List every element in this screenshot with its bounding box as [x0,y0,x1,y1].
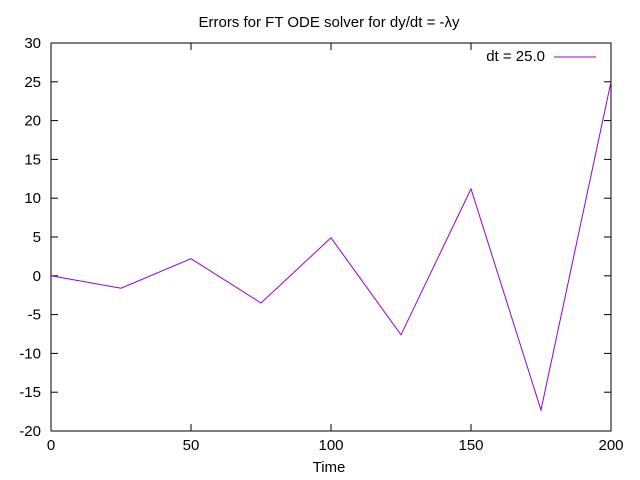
plot-frame [50,42,612,432]
y-tick-label: 10 [24,190,41,207]
series-line-0 [50,81,612,412]
x-axis-label: Time [313,459,346,476]
y-tick-label: 20 [24,113,41,130]
legend: dt = 25.0 [486,48,596,65]
y-tick-label: 30 [24,35,41,52]
x-tick-label: 200 [598,437,623,454]
series-layer [50,81,612,412]
chart-title: Errors for FT ODE solver for dy/dt = -λy [198,14,460,31]
x-tick-label: 150 [458,437,483,454]
y-tick-label: 25 [24,74,41,91]
x-tick-label: 0 [47,437,55,454]
y-tick-label: 0 [33,268,41,285]
legend-label-0: dt = 25.0 [486,48,545,65]
y-tick-label: -15 [19,384,41,401]
x-tick-label: 50 [183,437,200,454]
y-tick-label: 5 [33,229,41,246]
y-tick-label: -10 [19,345,41,362]
y-axis-ticks: -20 -15 -10 -5 0 5 10 15 20 25 30 [19,35,611,440]
y-tick-label: -20 [19,423,41,440]
x-tick-label: 100 [318,437,343,454]
y-tick-label: 15 [24,151,41,168]
y-tick-label: -5 [28,307,41,324]
